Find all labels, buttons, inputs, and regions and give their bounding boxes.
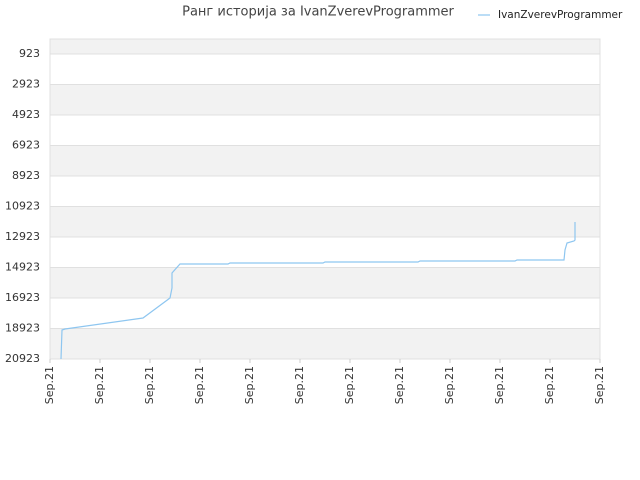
x-tick-label: Sep.21 xyxy=(343,366,356,404)
x-tick-label: Sep.21 xyxy=(443,366,456,404)
x-tick-label: Sep.21 xyxy=(293,366,306,404)
chart-title: Ранг историја за IvanZverevProgrammer xyxy=(182,5,454,20)
y-tick-label: 20923 xyxy=(5,352,40,365)
y-tick-label: 14923 xyxy=(5,261,40,274)
y-tick-label: 6923 xyxy=(12,139,40,152)
x-tick-label: Sep.21 xyxy=(593,366,606,404)
x-tick-label: Sep.21 xyxy=(193,366,206,404)
x-tick-label: Sep.21 xyxy=(393,366,406,404)
grid-band xyxy=(50,206,600,238)
legend-label: IvanZverevProgrammer xyxy=(498,9,623,21)
x-tick-label: Sep.21 xyxy=(143,366,156,404)
y-tick-label: 8923 xyxy=(12,169,40,182)
x-tick-label: Sep.21 xyxy=(543,366,556,404)
y-tick-label: 4923 xyxy=(12,108,40,121)
y-tick-label: 923 xyxy=(19,47,40,60)
y-tick-label: 2923 xyxy=(12,78,40,91)
y-tick-label: 16923 xyxy=(5,291,40,304)
x-tick-label: Sep.21 xyxy=(93,366,106,404)
line xyxy=(60,221,576,360)
grid-band xyxy=(50,84,600,116)
grid-band xyxy=(50,145,600,177)
x-tick-label: Sep.21 xyxy=(493,366,506,404)
y-tick-label: 10923 xyxy=(5,200,40,213)
x-tick-label: Sep.21 xyxy=(243,366,256,404)
grid-band xyxy=(50,39,600,55)
y-tick-label: 12923 xyxy=(5,230,40,243)
grid-band xyxy=(50,267,600,299)
x-tick-label: Sep.21 xyxy=(43,366,56,404)
grid-band xyxy=(50,328,600,359)
y-tick-label: 18923 xyxy=(5,322,40,335)
